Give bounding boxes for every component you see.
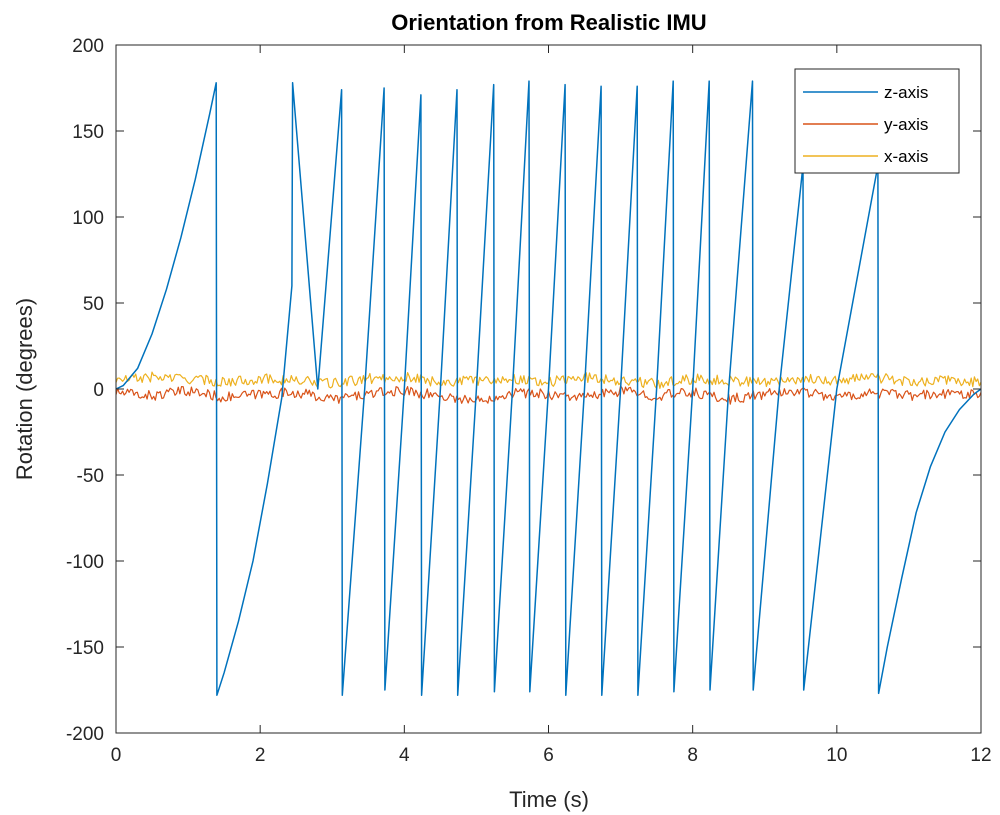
y-tick-label: -150 bbox=[66, 638, 104, 659]
x-tick-label: 0 bbox=[111, 745, 122, 766]
y-tick-label: -200 bbox=[66, 724, 104, 745]
x-tick-label: 2 bbox=[255, 745, 266, 766]
x-tick-label: 10 bbox=[826, 745, 847, 766]
ticks-group: 0 2 4 6 8 10 12 -200 -150 -100 -50 0 50 100 150 200 bbox=[66, 36, 992, 766]
y-tick-label: -100 bbox=[66, 552, 104, 573]
legend-label-y-axis: y-axis bbox=[884, 115, 928, 134]
y-tick-label: 150 bbox=[72, 122, 104, 143]
y-axis-label: Rotation (degrees) bbox=[12, 298, 37, 480]
x-axis-label: Time (s) bbox=[509, 787, 589, 812]
series-group bbox=[115, 80, 982, 696]
x-tick-label: 4 bbox=[399, 745, 410, 766]
x-tick-label: 12 bbox=[970, 745, 991, 766]
series-line-z-axis bbox=[115, 80, 982, 696]
legend: z-axis y-axis x-axis bbox=[794, 68, 960, 174]
legend-label-x-axis: x-axis bbox=[884, 147, 928, 166]
x-tick-label: 6 bbox=[543, 745, 554, 766]
y-tick-label: 200 bbox=[72, 36, 104, 57]
y-tick-label: 100 bbox=[72, 208, 104, 229]
legend-box bbox=[794, 68, 960, 174]
y-tick-label: -50 bbox=[77, 466, 104, 487]
x-tick-label: 8 bbox=[687, 745, 698, 766]
chart-title: Orientation from Realistic IMU bbox=[391, 10, 706, 35]
legend-label-z-axis: z-axis bbox=[884, 83, 928, 102]
y-tick-label: 0 bbox=[93, 380, 104, 401]
y-tick-label: 50 bbox=[83, 294, 104, 315]
